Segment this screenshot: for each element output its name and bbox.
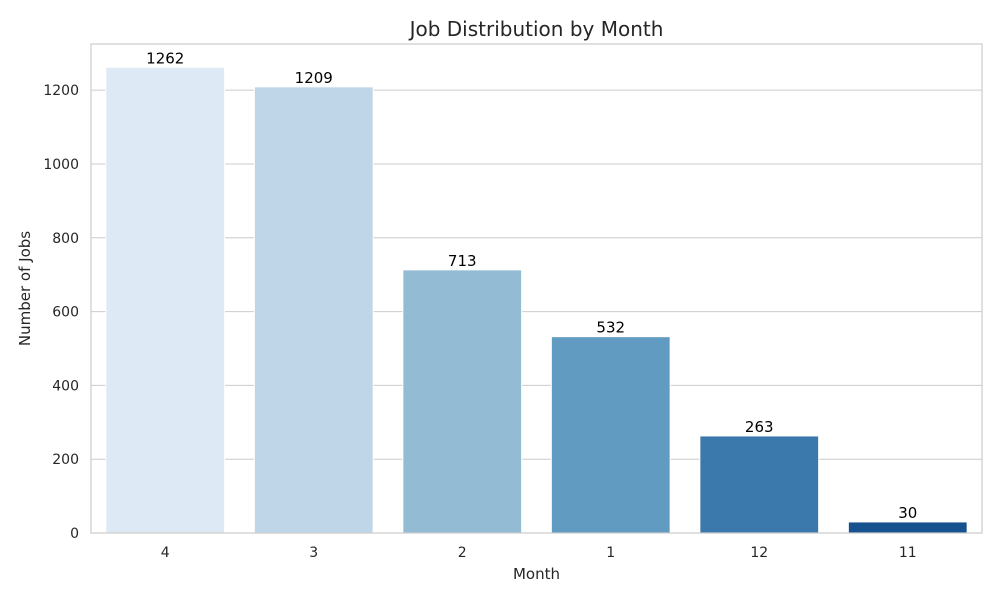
bar-3 [253,86,374,534]
data-label: 1209 [295,69,333,87]
bar-2 [402,269,523,534]
x-tick-label: 2 [458,545,467,561]
y-tick-label: 600 [52,305,79,321]
x-tick-labels: 4 3 2 1 12 11 [161,545,917,561]
data-label: 263 [745,418,774,436]
bar-4 [105,66,226,534]
y-tick-label: 0 [70,526,79,542]
y-tick-label: 1000 [43,157,79,173]
bar-1 [550,336,671,534]
bar-11 [847,521,968,534]
data-label: 713 [448,252,477,270]
data-label: 30 [898,504,917,522]
data-label: 532 [596,319,625,337]
x-tick-label: 4 [161,545,170,561]
x-tick-label: 11 [899,545,917,561]
y-tick-label: 400 [52,378,79,394]
x-tick-label: 12 [750,545,768,561]
y-tick-labels: 0 200 400 600 800 1000 1200 [43,83,79,542]
y-axis-label: Number of Jobs [16,231,34,346]
data-label: 1262 [146,49,184,67]
x-tick-label: 3 [309,545,318,561]
y-tick-label: 1200 [43,83,79,99]
y-tick-label: 200 [52,452,79,468]
data-labels: 1262 1209 713 532 263 30 [146,49,917,522]
bar-12 [699,435,820,534]
x-axis-label: Month [513,565,560,583]
bars [105,66,968,534]
x-tick-label: 1 [606,545,615,561]
plot-frame [90,43,983,534]
y-tick-label: 800 [52,231,79,247]
chart-title: Job Distribution by Month [408,17,664,41]
gridlines [91,89,982,460]
